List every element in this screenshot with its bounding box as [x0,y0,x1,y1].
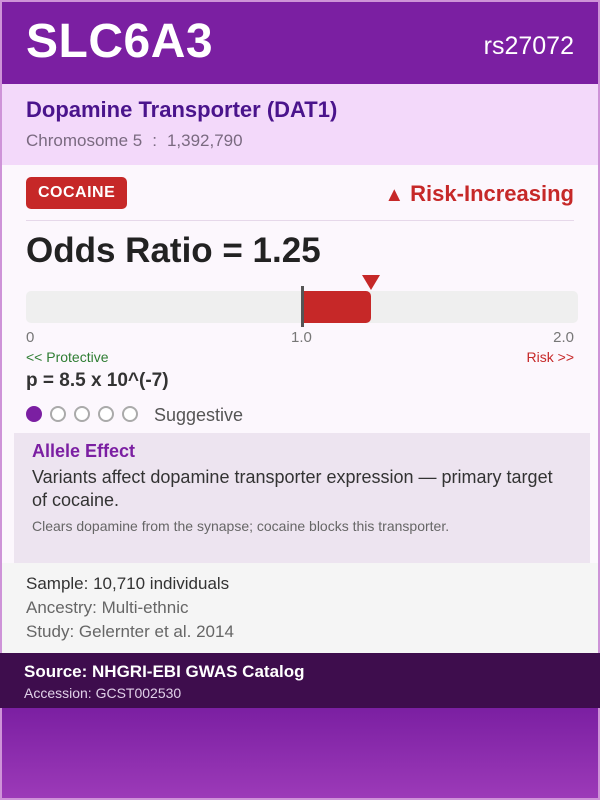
association-panel: COCAINE ▲ Risk-Increasing Odds Ratio = 1.… [0,165,600,563]
study-reference: Study: Gelernter et al. 2014 [26,622,234,641]
effect-direction-label: Risk-Increasing [410,181,574,206]
significance-dot [74,406,90,422]
effect-direction: ▲ Risk-Increasing [384,181,574,207]
footer-band [0,708,600,800]
warning-triangle-icon: ▲ [384,184,405,206]
significance-dot [98,406,114,422]
allele-effect-card: Allele Effect Variants affect dopamine t… [14,433,590,563]
odds-ratio-marker-icon [362,275,380,290]
chromosome-label: Chromosome 5 [26,131,143,150]
divider [26,220,574,221]
p-value: p = 8.5 x 10^(-7) [26,370,169,391]
source-banner: Source: NHGRI-EBI GWAS Catalog Accession… [0,653,600,708]
risk-label: Risk >> [526,349,574,365]
location-separator: : [152,131,157,150]
ancestry: Ancestry: Multi-ethnic [26,598,189,617]
gene-symbol: SLC6A3 [26,15,214,68]
significance-dot [26,406,42,422]
sample-size: Sample: 10,710 individuals [26,574,230,593]
source-title: Source: NHGRI-EBI GWAS Catalog [24,662,305,681]
snp-id: rs27072 [483,32,574,60]
trait-badge: COCAINE [26,177,128,209]
odds-ratio-fill [302,291,371,323]
significance-dot [50,406,66,422]
scale-tick-max: 2.0 [553,329,574,346]
protein-section: Dopamine Transporter (DAT1) Chromosome 5… [0,84,600,165]
significance-dot [122,406,138,422]
chromosome-position: 1,392,790 [166,131,243,150]
scale-tick-min: 0 [26,329,35,346]
odds-ratio-heading: Odds Ratio = 1.25 [26,231,321,270]
allele-effect-note: Clears dopamine from the synapse; cocain… [32,518,450,534]
allele-effect-title: Allele Effect [32,441,136,461]
odds-ratio-null-line [300,286,304,327]
accession-id: Accession: GCST002530 [24,685,182,701]
scale-tick-center: 1.0 [291,329,312,346]
study-details: Sample: 10,710 individuals Ancestry: Mul… [0,563,600,653]
significance-label: Suggestive [154,405,244,425]
header-banner: SLC6A3 rs27072 [0,0,600,84]
protective-label: << Protective [26,349,109,365]
chromosome-location: Chromosome 5:1,392,790 [26,131,243,151]
significance-dots [26,404,146,424]
allele-effect-description: Variants affect dopamine transporter exp… [32,467,553,510]
protein-name: Dopamine Transporter (DAT1) [26,97,338,122]
